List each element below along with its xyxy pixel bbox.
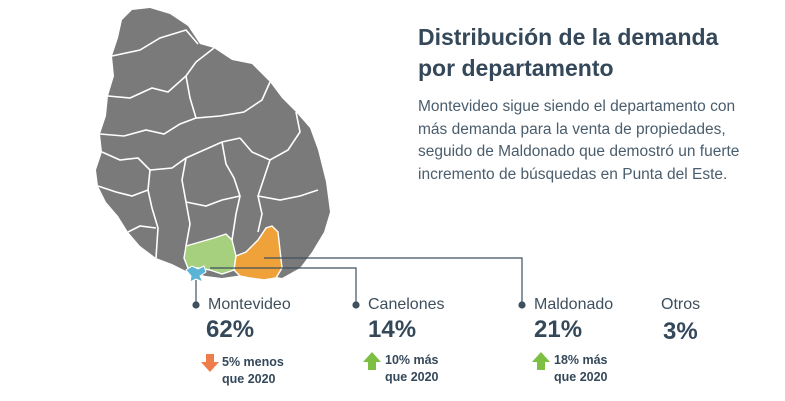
arrow-down-icon bbox=[201, 354, 219, 372]
canelones-change-line-1: 10% más bbox=[385, 353, 439, 367]
montevideo-change-line-2: que 2020 bbox=[222, 372, 276, 386]
montevideo-marker-dot bbox=[192, 301, 200, 309]
canelones-change: 10% más que 2020 bbox=[385, 352, 439, 386]
montevideo-percent: 62% bbox=[206, 316, 255, 343]
maldonado-region bbox=[233, 225, 283, 281]
montevideo-change-line-1: 5% menos bbox=[222, 355, 284, 369]
maldonado-percent: 21% bbox=[534, 316, 583, 343]
otros-name: Otros bbox=[661, 296, 701, 313]
maldonado-change-line-2: que 2020 bbox=[554, 370, 608, 384]
leader-lines bbox=[195, 257, 523, 302]
title-line-1: Distribución de la demanda bbox=[418, 24, 719, 50]
maldonado-change-line-1: 18% más bbox=[554, 353, 608, 367]
canelones-percent: 14% bbox=[368, 316, 417, 343]
arrow-up-icon bbox=[532, 352, 550, 370]
montevideo-name: Montevideo bbox=[208, 296, 291, 313]
montevideo-region bbox=[185, 265, 207, 283]
department-borders bbox=[97, 29, 319, 259]
page-title: Distribución de la demanda por departame… bbox=[418, 22, 758, 84]
maldonado-leader-line bbox=[264, 257, 523, 302]
title-line-2: por departamento bbox=[418, 55, 614, 81]
canelones-change-line-2: que 2020 bbox=[385, 370, 439, 384]
montevideo-change: 5% menos que 2020 bbox=[222, 354, 284, 388]
otros-percent: 3% bbox=[663, 318, 698, 345]
canelones-marker-dot bbox=[352, 301, 360, 309]
maldonado-marker-dot bbox=[518, 301, 526, 309]
canelones-name: Canelones bbox=[368, 296, 445, 313]
uruguay-outline bbox=[96, 8, 330, 278]
maldonado-change: 18% más que 2020 bbox=[554, 352, 608, 386]
description: Montevideo sigue siendo el departamento … bbox=[418, 98, 740, 183]
maldonado-name: Maldonado bbox=[534, 296, 614, 313]
arrow-up-icon bbox=[363, 352, 381, 370]
canelones-leader-line bbox=[210, 267, 357, 302]
